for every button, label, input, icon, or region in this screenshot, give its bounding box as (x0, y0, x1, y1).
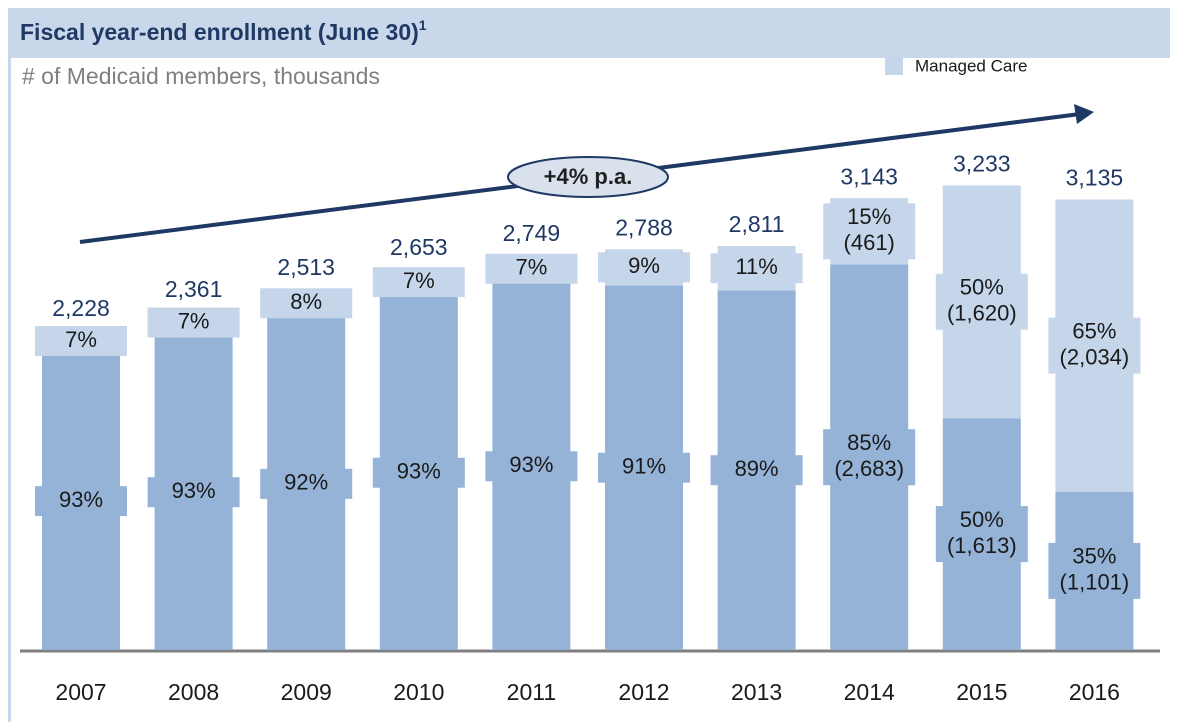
data-label: 7% (65, 327, 97, 352)
title-footnote: 1 (419, 17, 427, 33)
label-box (260, 288, 353, 319)
data-label: 93% (59, 487, 103, 512)
total-label: 2,749 (503, 220, 561, 246)
x-tick-label: 2016 (1069, 679, 1120, 705)
x-tick-label: 2011 (507, 679, 556, 705)
data-label: 85% (847, 430, 891, 455)
data-label: 92% (284, 470, 328, 495)
label-box (1048, 542, 1141, 599)
label-box (372, 267, 465, 298)
data-label: (1,613) (947, 533, 1017, 558)
x-tick-label: 2008 (168, 679, 219, 705)
total-label: 3,233 (953, 150, 1011, 176)
label-box (260, 468, 353, 499)
data-label: (461) (844, 230, 895, 255)
annotation: +4% p.a. (544, 164, 633, 189)
data-label: 93% (397, 459, 441, 484)
total-label: 2,361 (165, 276, 223, 302)
total-label: 2,228 (52, 295, 110, 321)
label-box (147, 307, 240, 338)
label-box (35, 326, 127, 357)
total-label: 3,143 (840, 163, 898, 189)
data-label: (1,101) (1060, 570, 1130, 595)
label-box (823, 203, 916, 260)
label-box (1048, 317, 1141, 374)
label-box (935, 273, 1028, 330)
title-bar (8, 8, 1170, 58)
label-box (35, 486, 127, 517)
data-label: 9% (628, 253, 660, 278)
label-box (372, 457, 465, 488)
x-tick-label: 2012 (618, 679, 669, 705)
x-tick-label: 2010 (393, 679, 444, 705)
data-label: 65% (1072, 318, 1116, 343)
x-tick-label: 2009 (281, 679, 332, 705)
legend-label: Managed Care (915, 56, 1027, 75)
total-label: 2,653 (390, 234, 448, 260)
data-label: 7% (403, 268, 435, 293)
left-rule (8, 58, 11, 722)
total-label: 2,788 (615, 214, 673, 240)
legend-swatch (885, 57, 903, 75)
label-box (710, 455, 803, 486)
x-tick-label: 2015 (956, 679, 1007, 705)
data-label: 93% (172, 478, 216, 503)
label-box (485, 253, 578, 284)
label-box (598, 452, 690, 483)
data-label: 91% (622, 454, 666, 479)
data-label: 50% (960, 275, 1004, 300)
data-label: 93% (509, 452, 553, 477)
chart-title: Fiscal year-end enrollment (June 30)1 (20, 17, 427, 45)
data-label: 7% (178, 308, 210, 333)
total-label: 2,513 (277, 254, 335, 280)
label-box (935, 506, 1028, 563)
total-label: 2,811 (729, 211, 785, 237)
data-label: 50% (960, 507, 1004, 532)
data-label: 8% (290, 289, 322, 314)
label-box (710, 253, 803, 284)
data-label: 15% (847, 204, 891, 229)
title-text: Fiscal year-end enrollment (June 30) (20, 19, 419, 45)
subtitle: # of Medicaid members, thousands (22, 63, 380, 89)
label-box (147, 477, 240, 508)
data-label: (2,034) (1060, 344, 1130, 369)
x-tick-label: 2014 (844, 679, 895, 705)
annotation-bubble (507, 156, 669, 198)
data-label: 35% (1072, 544, 1116, 569)
total-label: 3,135 (1066, 165, 1124, 191)
data-label: 11% (735, 254, 777, 279)
label-box (823, 429, 916, 486)
data-label: (2,683) (834, 456, 904, 481)
label-box (598, 252, 690, 283)
data-label: (1,620) (947, 301, 1017, 326)
label-box (485, 451, 578, 482)
x-tick-label: 2007 (55, 679, 106, 705)
data-label: 7% (516, 255, 548, 280)
arrow-head (1074, 104, 1094, 124)
data-label: 89% (735, 456, 779, 481)
x-tick-label: 2013 (731, 679, 782, 705)
